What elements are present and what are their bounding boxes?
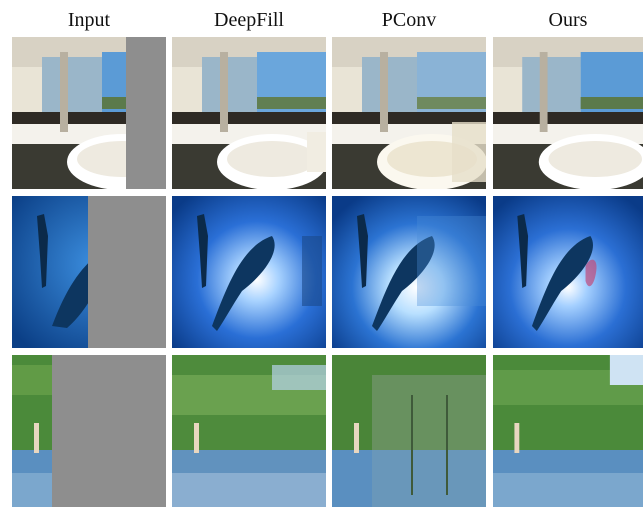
image-row2-pconv xyxy=(332,196,486,348)
column-header-input: Input xyxy=(67,9,111,31)
image-row3-pconv xyxy=(332,355,486,507)
mask-region xyxy=(126,37,166,189)
image-row2-input xyxy=(12,196,166,348)
image-row2-deepfill xyxy=(172,196,326,348)
column-header-deepfill: DeepFill xyxy=(214,9,284,31)
mask-region xyxy=(52,355,166,507)
image-row3-ours xyxy=(493,355,643,507)
column-header-ours: Ours xyxy=(548,9,588,31)
image-row1-input xyxy=(12,37,166,189)
column-header-pconv: PConv xyxy=(381,9,437,31)
mask-region xyxy=(88,196,166,348)
image-row3-deepfill xyxy=(172,355,326,507)
image-row3-input xyxy=(12,355,166,507)
image-row1-deepfill xyxy=(172,37,326,189)
image-row1-pconv xyxy=(332,37,486,189)
image-row2-ours xyxy=(493,196,643,348)
image-row1-ours xyxy=(493,37,643,189)
